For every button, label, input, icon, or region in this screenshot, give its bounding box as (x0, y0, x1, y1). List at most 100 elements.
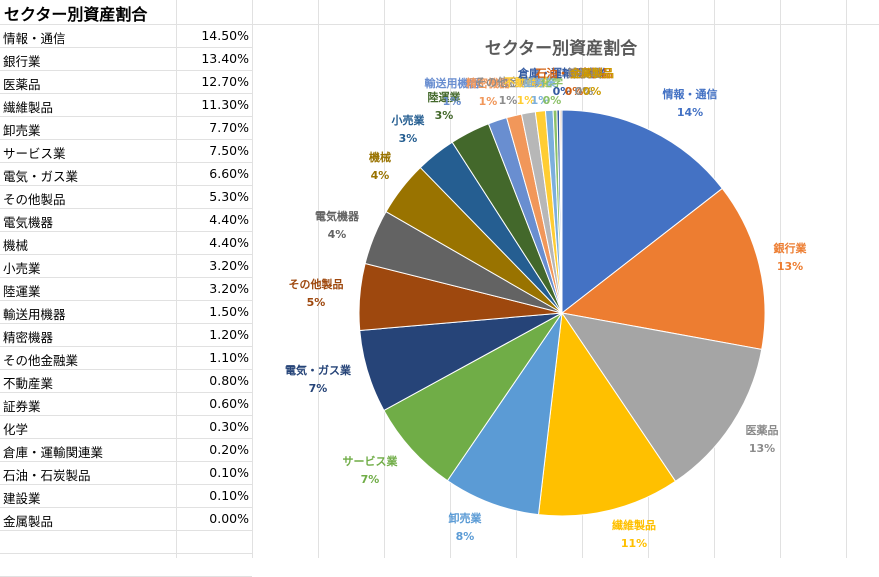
gridline-horizontal (0, 369, 252, 370)
sector-percent-cell[interactable]: 0.10% (209, 488, 249, 503)
sector-name-cell[interactable]: その他金融業 (3, 353, 79, 368)
sector-name-cell[interactable]: 繊維製品 (3, 100, 54, 115)
table-row: 金属製品 0.00% (0, 508, 252, 531)
chart-title: セクター別資産割合 (485, 38, 638, 59)
pie-slice[interactable] (537, 311, 677, 517)
sector-percent-cell[interactable]: 0.10% (209, 465, 249, 480)
slice-percent-label: 4% (371, 169, 390, 182)
sector-name-cell[interactable]: 電気・ガス業 (3, 169, 79, 184)
sector-name-cell[interactable]: 輸送用機器 (3, 307, 66, 322)
slice-category-label: 卸売業 (449, 511, 483, 525)
gridline-vertical (318, 0, 319, 558)
sector-percent-cell[interactable]: 6.60% (209, 166, 249, 181)
sector-name-cell[interactable]: 機械 (3, 238, 29, 253)
gridline-horizontal (0, 300, 252, 301)
sector-name-cell[interactable]: 卸売業 (3, 123, 41, 138)
table-row: 電気機器 4.40% (0, 209, 252, 232)
table-row: サービス業 7.50% (0, 140, 252, 163)
sector-percent-cell[interactable]: 0.20% (209, 442, 249, 457)
sector-name-cell[interactable]: 建設業 (3, 491, 41, 506)
sector-percent-cell[interactable]: 0.30% (209, 419, 249, 434)
sector-percent-cell[interactable]: 7.50% (209, 143, 249, 158)
sector-name-cell[interactable]: 証券業 (3, 399, 41, 414)
sector-percent-cell[interactable]: 14.50% (201, 28, 249, 43)
sector-percent-cell[interactable]: 1.20% (209, 327, 249, 342)
sector-name-cell[interactable]: 電気機器 (3, 215, 54, 230)
slice-category-label: 電気・ガス業 (285, 363, 352, 377)
pie-slice[interactable] (560, 187, 766, 351)
table-row: 機械 4.40% (0, 232, 252, 255)
sector-percent-cell[interactable]: 13.40% (201, 51, 249, 66)
gridline-horizontal (0, 530, 252, 531)
pie-slice[interactable] (446, 312, 563, 516)
slice-category-label: 小売業 (391, 113, 426, 127)
slice-category-label: 医薬品 (746, 423, 779, 437)
table-row: その他製品 5.30% (0, 186, 252, 209)
slice-category-label: 銀行業 (774, 241, 808, 255)
slice-percent-label: 1% (443, 95, 462, 108)
gridline-vertical (780, 0, 781, 558)
sector-name-cell[interactable]: 金属製品 (3, 514, 54, 529)
gridline-horizontal (0, 231, 252, 232)
sector-name-cell[interactable]: 精密機器 (3, 330, 54, 345)
gridline-horizontal (0, 47, 252, 48)
table-row: 輸送用機器 1.50% (0, 301, 252, 324)
slice-percent-label: 1% (499, 94, 518, 107)
pie-slice[interactable] (383, 312, 563, 482)
slice-category-label: サービス業 (343, 454, 399, 468)
sector-percent-cell[interactable]: 7.70% (209, 120, 249, 135)
sector-name-cell[interactable]: その他製品 (3, 192, 66, 207)
gridline-horizontal (0, 162, 252, 163)
sector-percent-cell[interactable]: 4.40% (209, 235, 249, 250)
sector-percent-cell[interactable]: 4.40% (209, 212, 249, 227)
sector-percent-cell[interactable]: 1.50% (209, 304, 249, 319)
slice-percent-label: 0% (553, 85, 572, 98)
slice-category-label: 機械 (369, 150, 391, 164)
sector-percent-cell[interactable]: 12.70% (201, 74, 249, 89)
slice-percent-label: 8% (456, 530, 475, 543)
sector-percent-cell[interactable]: 3.20% (209, 281, 249, 296)
gridline-horizontal (0, 392, 252, 393)
gridline-horizontal (0, 277, 252, 278)
pie-slice[interactable] (561, 109, 723, 315)
sector-percent-cell[interactable]: 3.20% (209, 258, 249, 273)
sector-percent-cell[interactable]: 5.30% (209, 189, 249, 204)
pie-chart[interactable]: セクター別資産割合 情報・通信 14% 銀行業 13% 医薬品 13% 繊維製品 11% 卸売業… (0, 0, 879, 558)
slice-percent-label: 4% (328, 228, 347, 241)
slice-category-label: 精密機器 (466, 76, 511, 90)
sector-name-cell[interactable]: 銀行業 (3, 54, 41, 69)
sector-percent-cell[interactable]: 0.80% (209, 373, 249, 388)
sector-name-cell[interactable]: 倉庫・運輸関連業 (3, 445, 104, 460)
sector-name-cell[interactable]: 医薬品 (3, 77, 41, 92)
slice-percent-label: 1% (531, 94, 550, 107)
sector-name-cell[interactable]: 化学 (3, 422, 29, 437)
gridline-horizontal (0, 323, 252, 324)
sector-name-cell[interactable]: 小売業 (3, 261, 41, 276)
slice-category-label: 金属製品 (569, 66, 614, 80)
slice-percent-label: 0% (575, 85, 594, 98)
sector-name-cell[interactable]: 不動産業 (3, 376, 54, 391)
table-row: 精密機器 1.20% (0, 324, 252, 347)
sector-percent-cell[interactable]: 0.00% (209, 511, 249, 526)
sector-percent-cell[interactable]: 11.30% (201, 97, 249, 112)
sector-name-cell[interactable]: 陸運業 (3, 284, 41, 299)
slice-category-label: 繊維製品 (612, 518, 656, 532)
table-row: 小売業 3.20% (0, 255, 252, 278)
gridline-horizontal (0, 254, 252, 255)
pie-slice[interactable] (560, 312, 763, 483)
slice-category-label: その他製品 (289, 277, 344, 291)
slice-percent-label: 0% (565, 85, 584, 98)
sector-percent-cell[interactable]: 1.10% (209, 350, 249, 365)
sheet-title[interactable]: セクター別資産割合 (4, 5, 148, 24)
slice-percent-label: 7% (309, 382, 328, 395)
sector-name-cell[interactable]: 情報・通信 (3, 31, 66, 46)
sector-percent-cell[interactable]: 0.60% (209, 396, 249, 411)
slice-percent-label: 13% (749, 442, 775, 455)
gridline-horizontal (0, 461, 252, 462)
sector-name-cell[interactable]: 石油・石炭製品 (3, 468, 91, 483)
table-row: その他金融業 1.10% (0, 347, 252, 370)
table-row: 証券業 0.60% (0, 393, 252, 416)
slice-category-label: 輸送用機器 (425, 76, 481, 90)
sector-name-cell[interactable]: サービス業 (3, 146, 66, 161)
